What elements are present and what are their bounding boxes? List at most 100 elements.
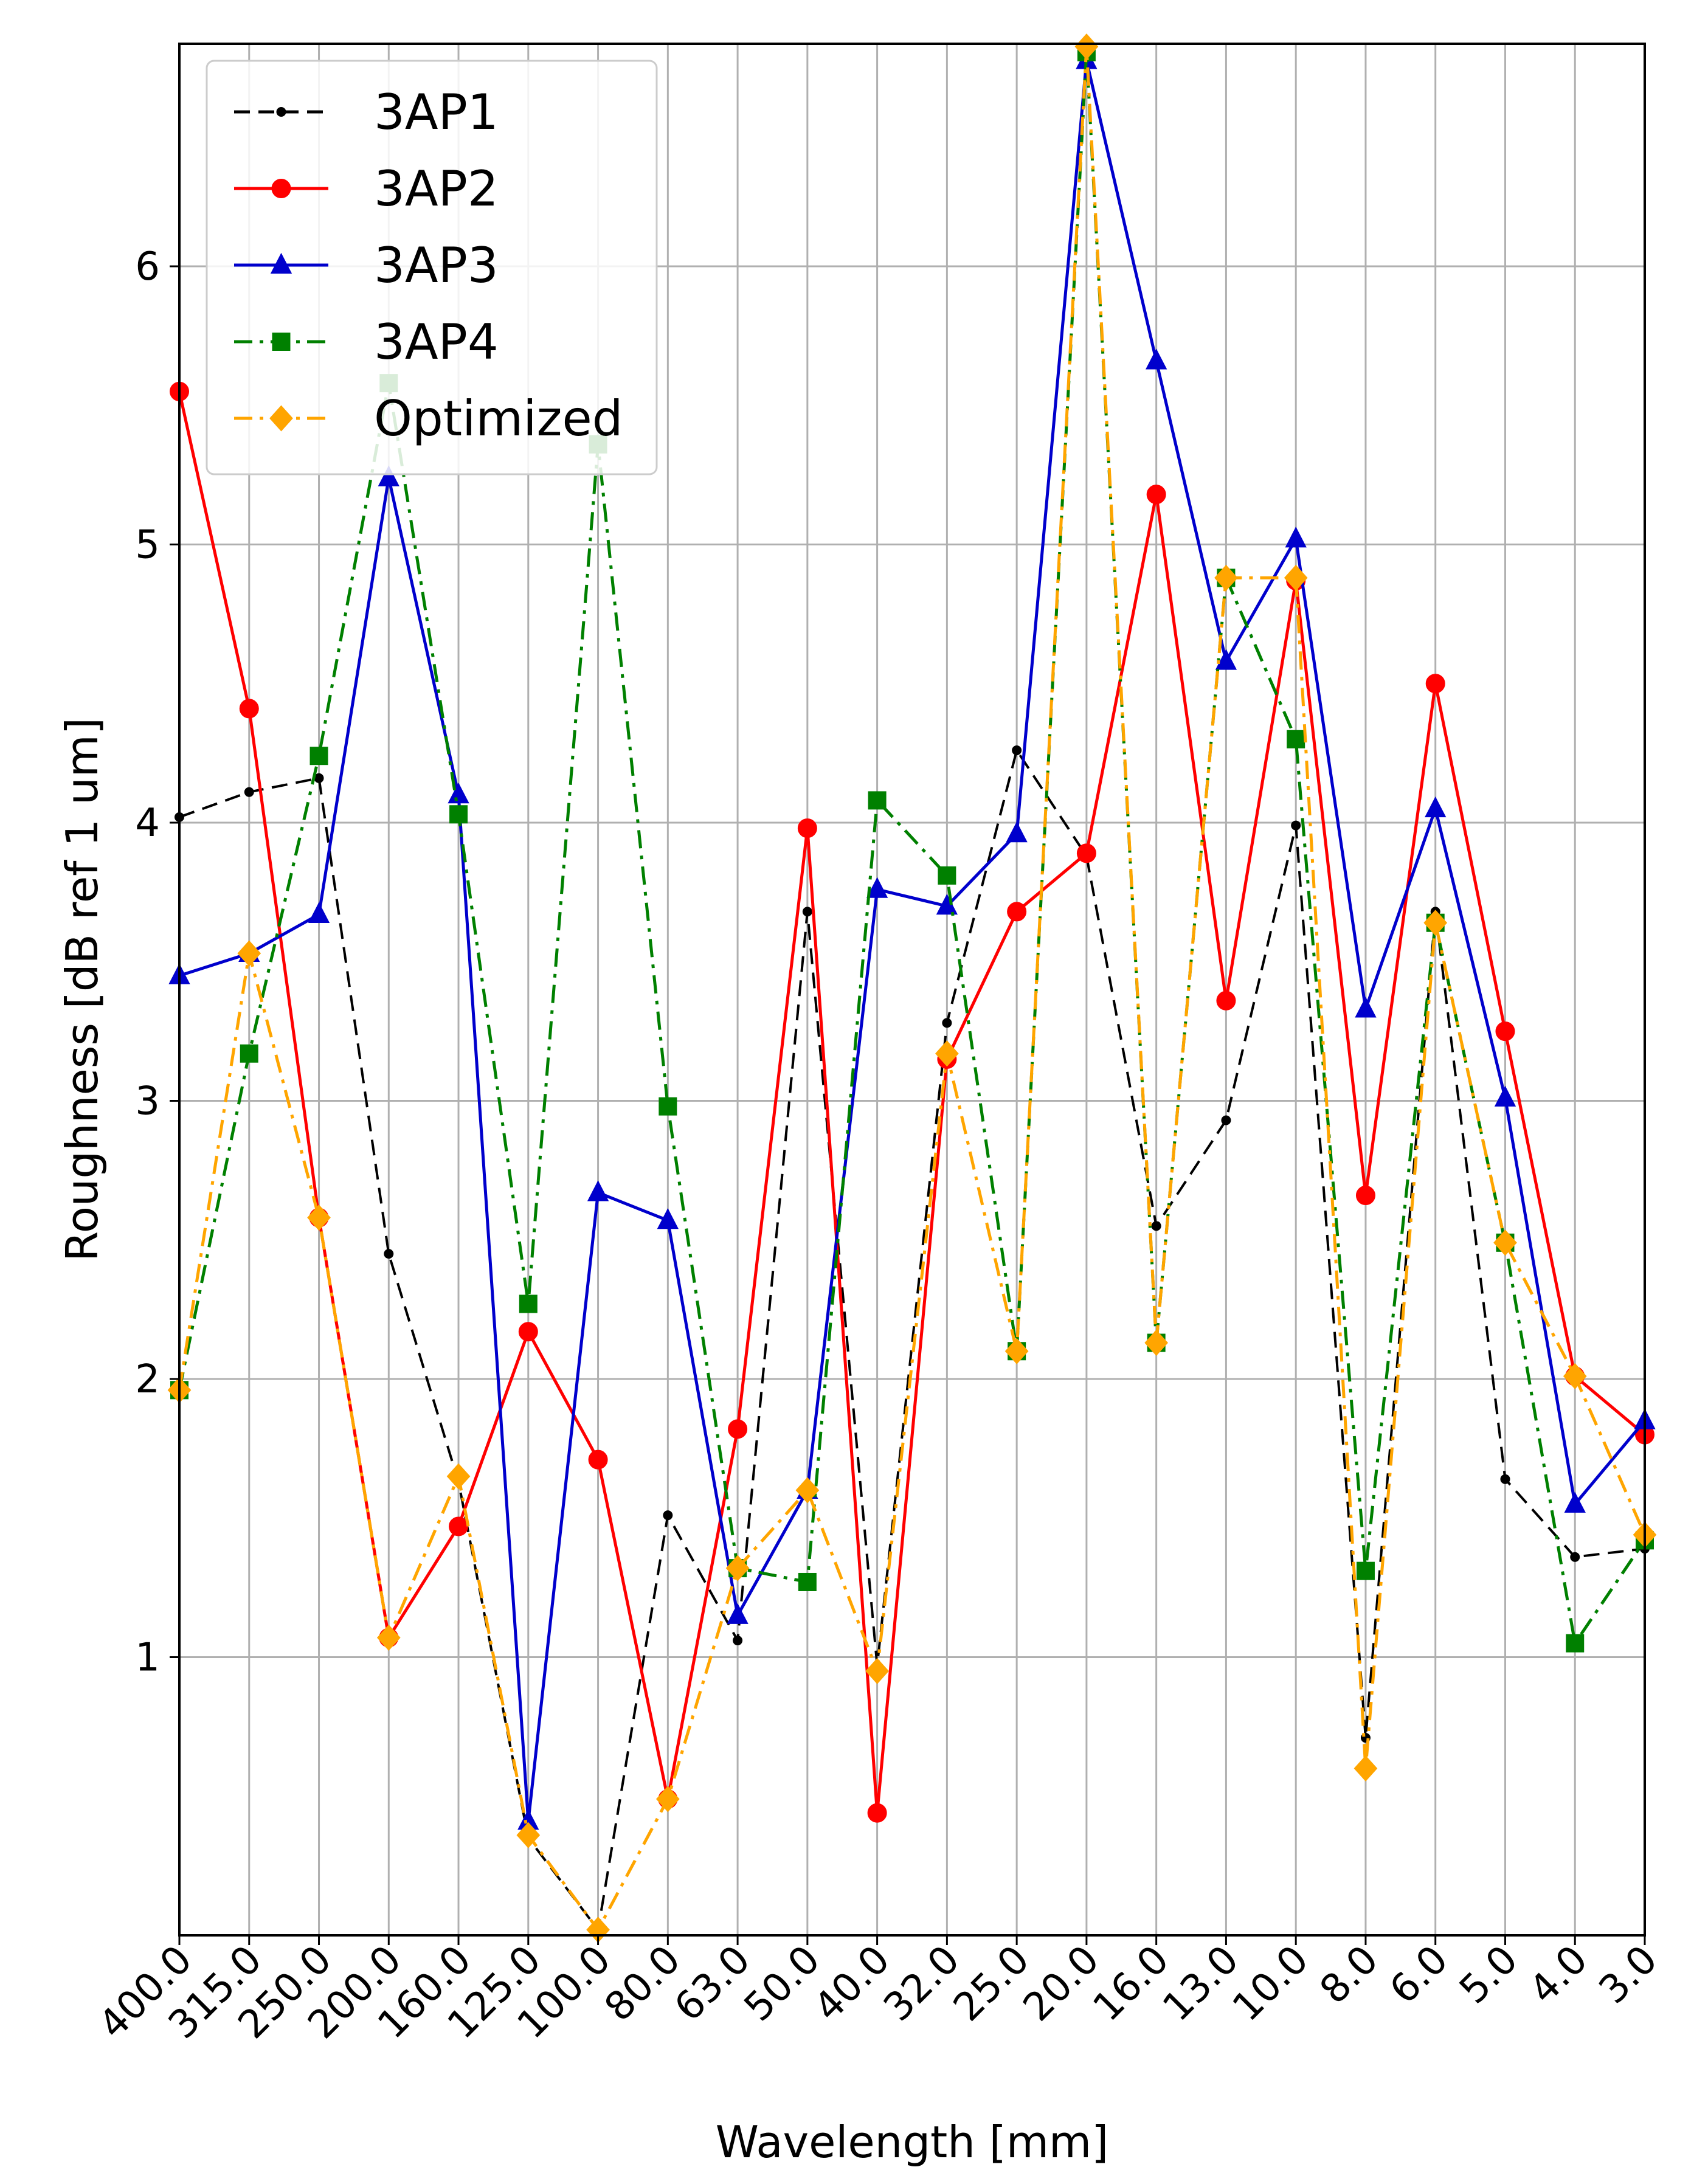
data-point-optimized (795, 1477, 820, 1504)
data-point-3ap3 (866, 877, 888, 898)
data-point-3ap4 (1566, 1634, 1585, 1653)
data-point-3ap1 (1221, 1115, 1231, 1125)
data-point-3ap3 (727, 1603, 749, 1624)
data-point-optimized (865, 1657, 889, 1684)
legend-label-3ap3: 3AP3 (374, 237, 499, 294)
y-tick-label: 4 (135, 801, 160, 846)
data-point-3ap1 (1570, 1552, 1580, 1562)
data-point-3ap4 (1356, 1561, 1375, 1580)
data-point-3ap2 (588, 1450, 608, 1470)
data-point-3ap3 (378, 465, 399, 486)
plot-frame (178, 43, 1646, 1937)
y-tick-label: 5 (135, 523, 160, 568)
data-point-3ap3 (1494, 1085, 1516, 1107)
data-point-3ap2 (1216, 990, 1236, 1011)
y-tick-label: 6 (135, 244, 160, 289)
y-axis-label: Roughness [dB ref 1 um] (57, 717, 108, 1262)
data-point-3ap2 (1425, 674, 1445, 694)
data-point-3ap2 (1355, 1186, 1375, 1206)
series-line-3ap1 (179, 749, 1645, 1931)
series-optimized (167, 33, 1657, 1943)
data-point-optimized (1563, 1363, 1587, 1389)
data-point-3ap4 (309, 747, 328, 765)
data-point-3ap2 (1146, 485, 1166, 505)
legend-marker-3ap2 (271, 179, 291, 198)
legend: 3AP1 3AP2 3AP3 3AP4 Optimized (206, 60, 658, 475)
legend-box (206, 60, 658, 475)
data-point-3ap2 (449, 1516, 469, 1536)
legend-label-optimized: Optimized (374, 390, 623, 447)
data-point-3ap3 (448, 783, 469, 804)
data-point-3ap4 (659, 1097, 677, 1116)
data-point-3ap1 (384, 1249, 394, 1259)
data-point-optimized (237, 940, 261, 967)
data-point-optimized (1004, 1338, 1029, 1364)
series-line-3ap3 (179, 58, 1646, 1823)
data-point-3ap1 (942, 1018, 952, 1028)
data-point-3ap3 (1215, 649, 1237, 670)
data-point-3ap1 (663, 1510, 673, 1521)
series-line-3ap4 (178, 50, 1647, 1645)
data-point-3ap2 (1495, 1021, 1515, 1042)
data-point-3ap2 (239, 699, 259, 719)
data-point-3ap4 (868, 791, 887, 810)
data-point-3ap4 (798, 1572, 817, 1591)
data-point-optimized (1074, 33, 1099, 60)
series-line-3ap2 (178, 391, 1646, 1815)
series-layer (167, 33, 1657, 1943)
data-point-optimized (1493, 1229, 1517, 1256)
data-point-3ap1 (733, 1636, 743, 1646)
data-point-optimized (376, 1624, 401, 1651)
data-point-3ap3 (1355, 997, 1377, 1018)
data-point-3ap3 (1285, 527, 1307, 548)
y-tick-label: 2 (135, 1357, 160, 1402)
data-point-3ap3 (1006, 821, 1028, 843)
data-point-3ap3 (657, 1208, 679, 1229)
data-point-3ap1 (1012, 745, 1022, 756)
data-point-optimized (1144, 1330, 1169, 1356)
data-point-3ap3 (308, 902, 330, 923)
data-point-3ap3 (1425, 796, 1447, 818)
data-point-3ap2 (728, 1419, 748, 1439)
data-point-3ap2 (867, 1803, 887, 1823)
data-point-optimized (1284, 564, 1308, 591)
legend-label-3ap2: 3AP2 (374, 161, 499, 217)
data-point-3ap4 (938, 866, 956, 885)
data-point-optimized (516, 1822, 541, 1848)
y-tick-label: 3 (135, 1079, 160, 1124)
data-point-3ap4 (449, 805, 468, 824)
legend-label-3ap1: 3AP1 (374, 84, 499, 140)
data-point-optimized (1214, 564, 1238, 591)
data-point-optimized (935, 1040, 959, 1067)
legend-marker-3ap4 (272, 333, 291, 351)
data-point-3ap4 (519, 1294, 538, 1313)
series-3ap3 (168, 48, 1656, 1830)
data-point-3ap1 (1500, 1474, 1510, 1484)
legend-label-3ap4: 3AP4 (374, 314, 499, 370)
data-point-optimized (1354, 1755, 1378, 1781)
legend-marker-3ap1 (276, 107, 286, 117)
legend-marker-3ap3 (270, 252, 292, 274)
x-axis-label: Wavelength [mm] (716, 2117, 1108, 2168)
data-point-3ap2 (1076, 843, 1096, 863)
legend-marker-optimized (269, 405, 293, 432)
data-point-optimized (446, 1463, 471, 1490)
data-point-3ap3 (1564, 1491, 1586, 1513)
data-point-3ap4 (1287, 730, 1305, 748)
data-point-optimized (1423, 910, 1448, 936)
data-point-3ap1 (802, 907, 812, 917)
data-point-3ap2 (1007, 902, 1027, 922)
data-point-3ap1 (1151, 1221, 1161, 1231)
series-line-optimized (178, 45, 1647, 1932)
data-point-3ap3 (1146, 348, 1167, 370)
data-point-3ap4 (240, 1044, 258, 1063)
data-point-3ap1 (1291, 820, 1301, 831)
data-point-3ap3 (587, 1180, 609, 1201)
data-point-optimized (307, 1204, 331, 1231)
data-point-3ap2 (797, 818, 817, 838)
y-ticks: 1 2 3 4 5 6 (135, 244, 179, 1681)
data-point-3ap2 (518, 1322, 538, 1342)
data-point-optimized (725, 1555, 750, 1581)
data-point-3ap1 (244, 787, 254, 797)
